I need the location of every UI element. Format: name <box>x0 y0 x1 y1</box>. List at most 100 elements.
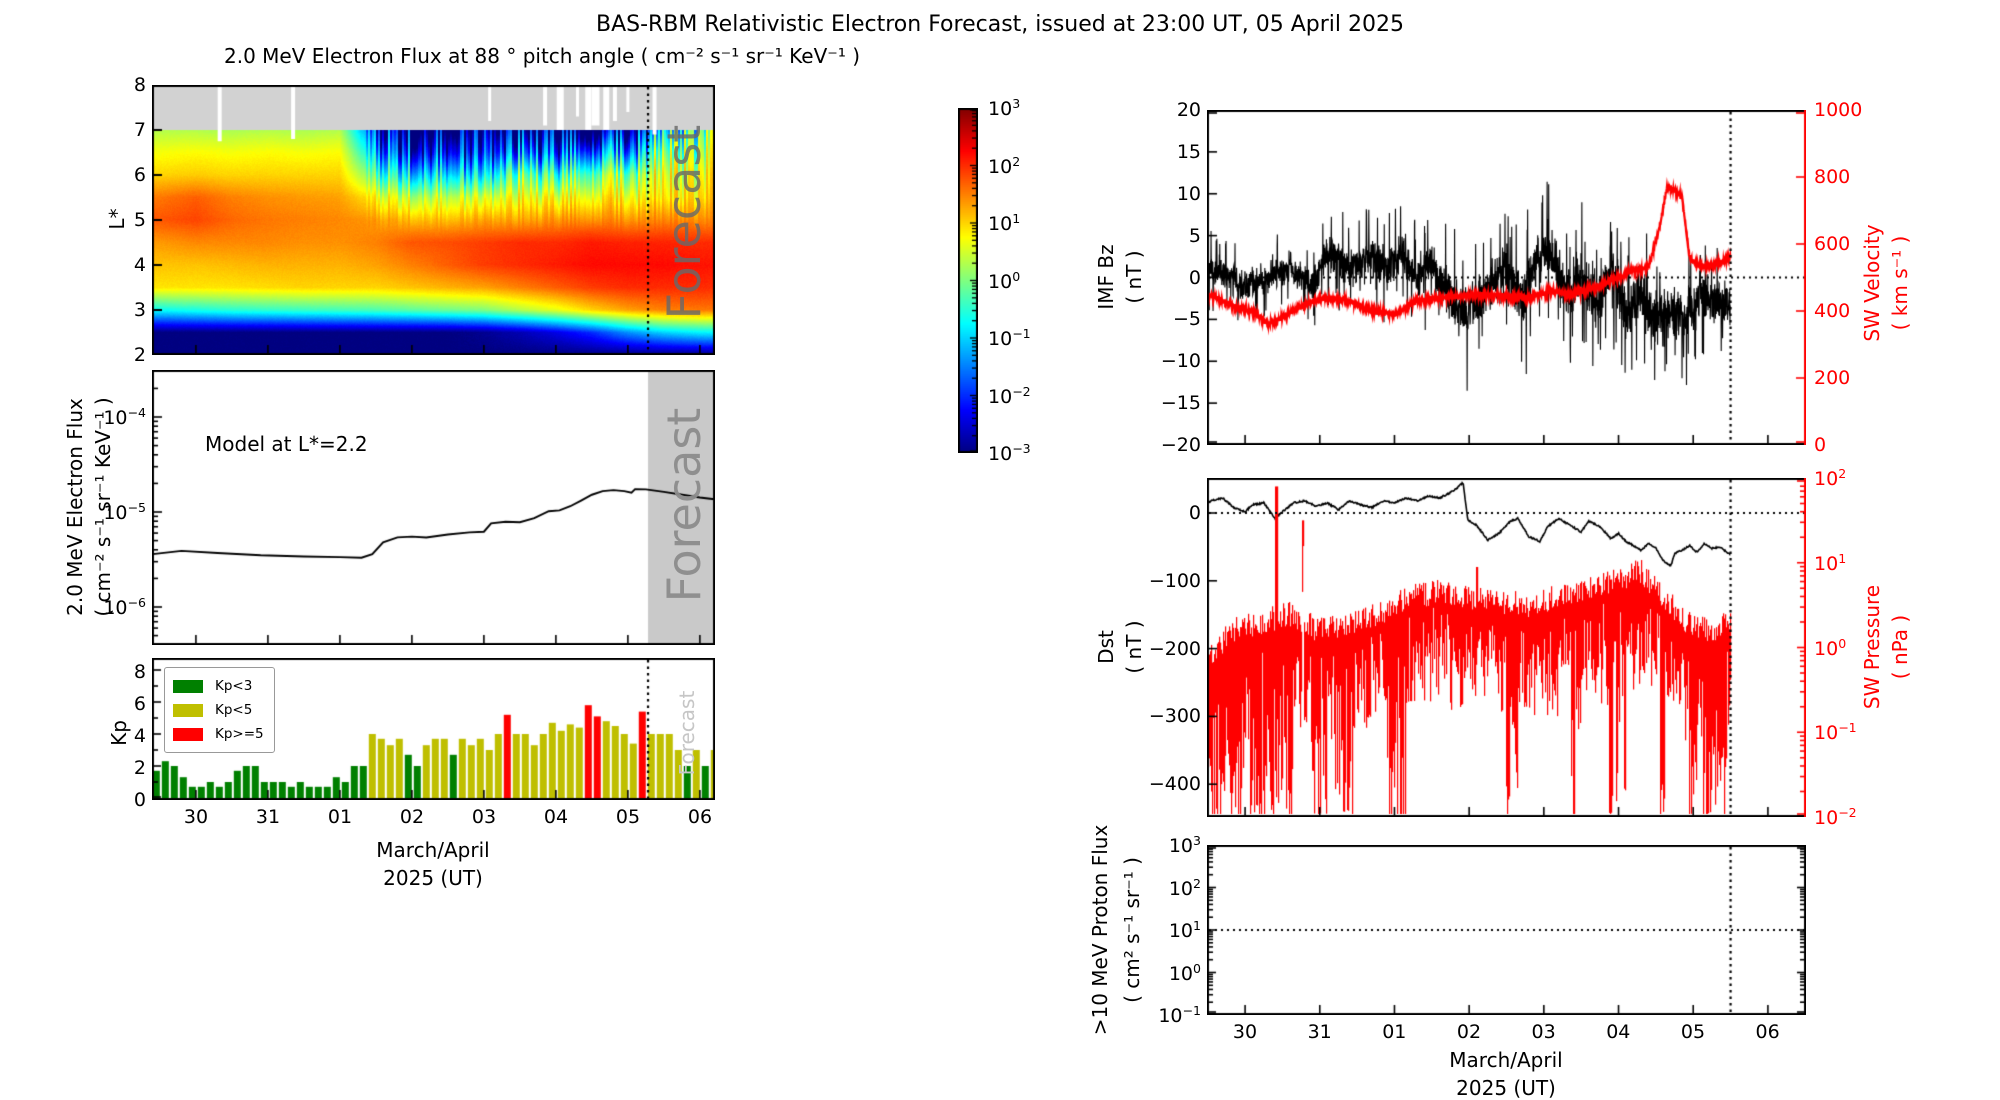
tick-label: 03 <box>1531 1021 1556 1043</box>
model-annotation: Model at L*=2.2 <box>205 432 368 456</box>
kp-low-swatch <box>173 679 203 693</box>
right-xaxis-label-line2: 2025 (UT) <box>1456 1076 1556 1100</box>
tick-label: 20 <box>1176 99 1201 121</box>
tick-label: 05 <box>615 806 641 828</box>
tick-label: 6 <box>133 693 146 715</box>
tick-label: 31 <box>255 806 281 828</box>
tick-label: −200 <box>1148 637 1201 660</box>
tick-label: 10−2 <box>1814 804 1857 830</box>
imf-axis-label-line2: ( nT ) <box>1122 250 1146 304</box>
electron-flux-spectrogram <box>152 85 715 355</box>
colorbar <box>958 108 978 453</box>
tick-label: 10−2 <box>988 383 1031 408</box>
tick-label: −400 <box>1148 773 1201 796</box>
kp-high-swatch <box>173 727 203 741</box>
tick-label: 01 <box>1382 1021 1407 1043</box>
tick-label: 103 <box>1168 832 1201 858</box>
tick-label: 0 <box>1814 434 1827 456</box>
tick-label: −15 <box>1160 392 1201 415</box>
tick-label: 10−5 <box>103 499 146 525</box>
tick-label: 101 <box>1168 917 1201 943</box>
tick-label: 0 <box>1188 266 1201 289</box>
tick-label: 06 <box>1755 1021 1780 1043</box>
tick-label: 10 <box>1176 182 1201 205</box>
tick-label: 01 <box>327 806 353 828</box>
lstar-axis-label: L* <box>105 208 129 230</box>
tick-label: 15 <box>1176 140 1201 163</box>
proton-flux-plot <box>1207 845 1806 1015</box>
forecast-watermark-model: Forecast <box>657 407 711 603</box>
tick-label: 100 <box>1814 635 1847 660</box>
tick-label: 10−1 <box>988 325 1031 351</box>
tick-label: 600 <box>1814 233 1851 255</box>
kp-legend-row-mid: Kp<5 <box>173 698 264 722</box>
figure-title: BAS-RBM Relativistic Electron Forecast, … <box>595 12 1405 37</box>
forecast-watermark-spectrogram: Forecast <box>657 124 711 320</box>
sw-velocity-axis-label-line1: SW Velocity <box>1860 224 1884 342</box>
tick-label: 0 <box>133 789 146 811</box>
left-xaxis-label-line1: March/April <box>376 838 490 862</box>
forecast-watermark-kp: Forecast <box>675 690 699 776</box>
model-flux-plot <box>152 370 715 645</box>
kp-axis-label: Kp <box>107 720 131 746</box>
tick-label: 100 <box>1168 960 1201 985</box>
tick-label: 101 <box>1814 550 1847 575</box>
tick-label: 05 <box>1680 1021 1706 1043</box>
tick-label: 100 <box>988 268 1021 293</box>
tick-label: 03 <box>471 806 497 828</box>
tick-label: 800 <box>1814 166 1851 188</box>
tick-label: 103 <box>988 95 1021 121</box>
sw-pressure-axis-label-line2: ( nPa ) <box>1888 614 1912 680</box>
tick-label: 4 <box>133 725 146 747</box>
tick-label: 1000 <box>1814 99 1863 121</box>
tick-label: 10−3 <box>988 440 1031 466</box>
tick-label: 102 <box>988 153 1021 178</box>
tick-label: −20 <box>1160 434 1201 456</box>
kp-low-label: Kp<3 <box>215 678 253 694</box>
tick-label: 02 <box>399 806 425 828</box>
tick-label: 04 <box>543 806 569 828</box>
tick-label: 30 <box>1232 1021 1258 1043</box>
tick-label: 10−4 <box>103 404 146 430</box>
tick-label: 04 <box>1606 1021 1631 1043</box>
tick-label: 101 <box>988 210 1021 236</box>
tick-label: 2 <box>133 757 146 779</box>
dst-axis-label-line1: Dst <box>1094 630 1118 664</box>
imf-bz-sw-velocity-plot <box>1207 110 1806 445</box>
tick-label: 31 <box>1307 1021 1332 1043</box>
kp-legend-row-low: Kp<3 <box>173 674 264 698</box>
spectrogram-title: 2.0 MeV Electron Flux at 88 ° pitch angl… <box>223 44 861 68</box>
tick-label: −5 <box>1172 308 1201 331</box>
tick-label: 8 <box>133 74 146 96</box>
tick-label: 06 <box>687 806 713 828</box>
kp-legend: Kp<3 Kp<5 Kp>=5 <box>164 667 275 753</box>
tick-label: −300 <box>1148 705 1201 728</box>
tick-label: 30 <box>183 806 209 828</box>
tick-label: −100 <box>1148 569 1201 592</box>
tick-label: 02 <box>1456 1021 1482 1043</box>
tick-label: 7 <box>133 119 146 141</box>
dst-axis-label-line2: ( nT ) <box>1122 620 1146 674</box>
tick-label: 10−1 <box>1158 1002 1201 1028</box>
proton-axis-label-line1: >10 MeV Proton Flux <box>1088 824 1112 1036</box>
tick-label: 102 <box>1168 875 1201 900</box>
tick-label: 3 <box>133 299 146 321</box>
tick-label: 4 <box>133 254 146 276</box>
right-xaxis-label-line1: March/April <box>1449 1048 1563 1072</box>
tick-label: 5 <box>1188 224 1201 247</box>
imf-axis-label-line1: IMF Bz <box>1094 244 1118 310</box>
proton-axis-label-line2: ( cm² s⁻¹ sr⁻¹ ) <box>1120 857 1144 1003</box>
dst-sw-pressure-plot <box>1207 478 1806 817</box>
kp-high-label: Kp>=5 <box>215 726 264 742</box>
tick-label: 10−6 <box>103 594 146 620</box>
tick-label: −10 <box>1160 350 1201 373</box>
kp-mid-swatch <box>173 703 203 717</box>
tick-label: 2 <box>133 344 146 366</box>
tick-label: 200 <box>1814 367 1851 389</box>
sw-pressure-axis-label-line1: SW Pressure <box>1860 584 1884 710</box>
kp-legend-row-high: Kp>=5 <box>173 722 264 746</box>
tick-label: 8 <box>133 661 146 683</box>
sw-velocity-axis-label-line2: ( km s⁻¹ ) <box>1888 235 1912 331</box>
model-axis-label-line1: 2.0 MeV Electron Flux <box>63 398 87 616</box>
